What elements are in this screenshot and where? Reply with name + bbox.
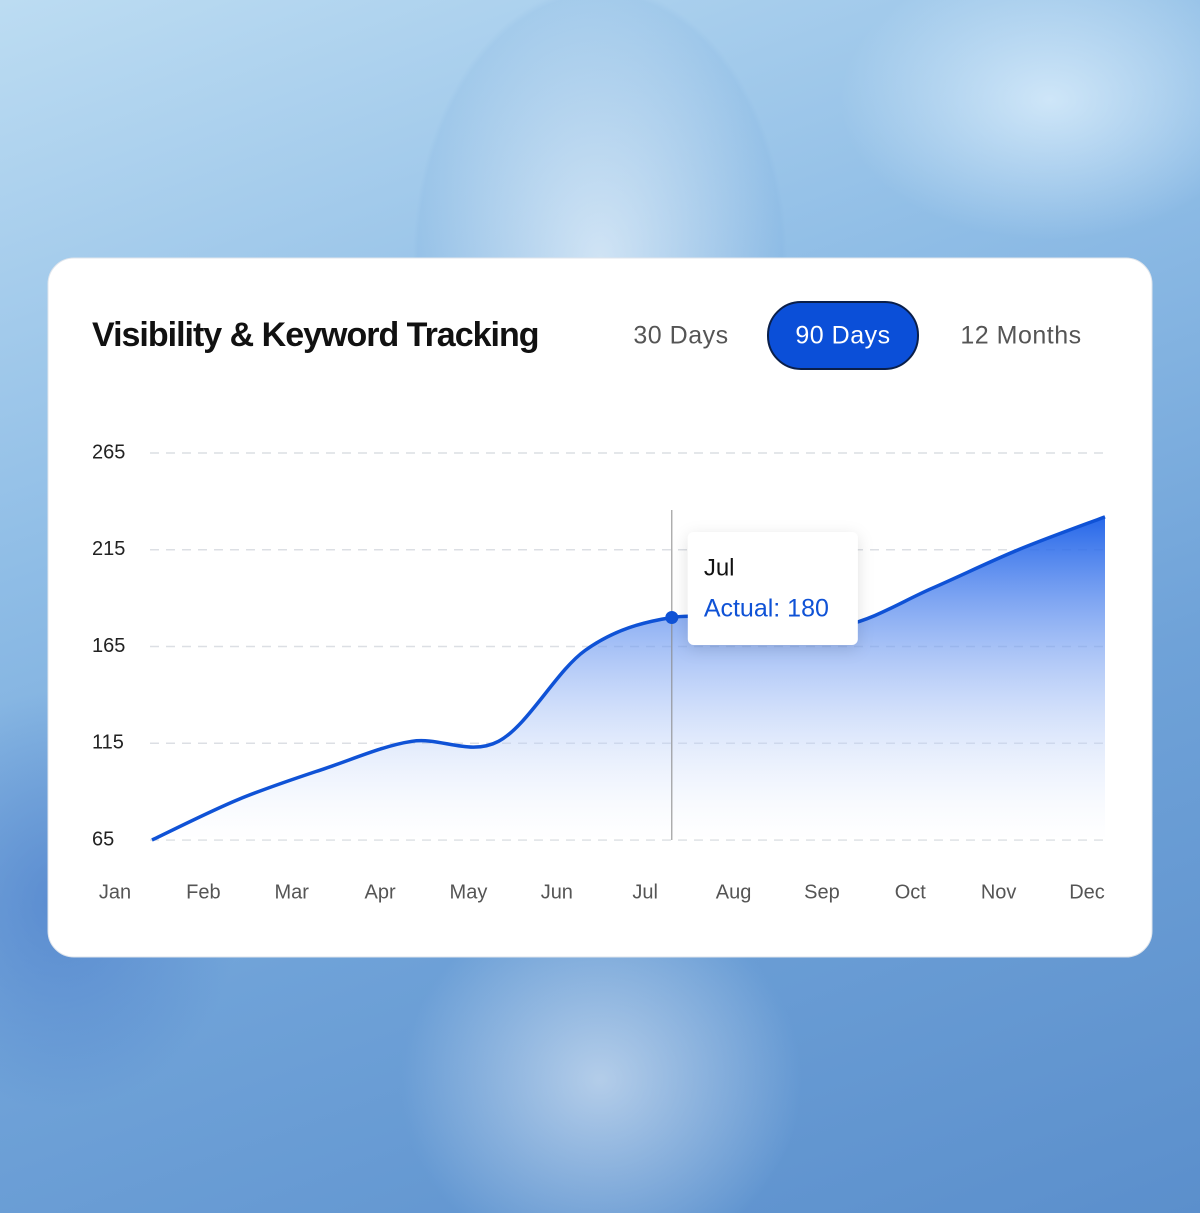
x-tick-label: Nov — [981, 881, 1017, 903]
line — [151, 515, 1106, 842]
area — [152, 516, 1105, 840]
x-tick-label: Feb — [186, 881, 220, 903]
tab-active-bg[interactable] — [767, 301, 919, 370]
x-tick-label: Jun — [541, 881, 573, 903]
x-tick-label: Dec — [1069, 881, 1105, 903]
x-tick-label: Oct — [895, 881, 927, 903]
y-tick-label: 265 — [92, 441, 125, 463]
x-tick-label: Jul — [632, 881, 658, 903]
tooltip-title: Jul — [704, 554, 735, 581]
x-tick-label: Sep — [804, 881, 840, 903]
y-tick-label: 115 — [92, 732, 124, 754]
chart-title: Visibility & Keyword Tracking — [92, 316, 539, 354]
tooltip-box — [687, 532, 858, 645]
x-tick-label: Apr — [365, 881, 396, 903]
y-tick-label: 215 — [92, 538, 125, 560]
x-tick-label: Jan — [99, 881, 131, 903]
tooltip-value: Actual: 180 — [704, 595, 829, 623]
y-tick-label: 65 — [92, 828, 114, 850]
tab[interactable]: 12 Months — [960, 322, 1081, 350]
x-tick-label: Mar — [275, 881, 310, 903]
tab[interactable]: 30 Days — [633, 322, 728, 350]
y-tick-label: 165 — [92, 635, 125, 657]
point — [665, 610, 679, 624]
x-tick-label: May — [450, 881, 488, 903]
x-tick-label: Aug — [716, 881, 752, 903]
tab[interactable]: 90 Days — [795, 322, 890, 350]
